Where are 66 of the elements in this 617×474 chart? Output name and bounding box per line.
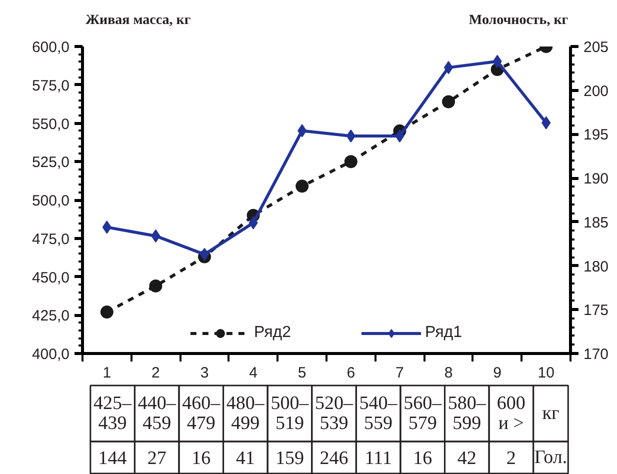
y2-axis-title: Молочность, кг: [468, 13, 568, 28]
point: [100, 306, 114, 319]
text: 16: [192, 448, 211, 469]
point: [344, 155, 358, 168]
x-tick-label: 7: [396, 364, 404, 382]
text: 42: [457, 448, 476, 469]
text: 111: [364, 448, 392, 469]
x-tick-label: 2: [152, 364, 160, 382]
text: 159: [275, 448, 304, 469]
y2-tick-label: 175: [584, 302, 609, 320]
point: [542, 116, 551, 130]
point: [346, 129, 356, 142]
point: [102, 220, 112, 234]
x-tick-label: 1: [102, 364, 112, 382]
text: 27: [147, 448, 166, 469]
text: 480– 499: [226, 393, 265, 434]
y-tick-label: 400,0: [32, 346, 70, 363]
y-tick-label: 425,0: [32, 308, 70, 325]
x-tick-label: 10: [538, 364, 554, 382]
text: 500– 519: [270, 393, 310, 434]
point: [149, 279, 162, 292]
point: [442, 95, 455, 108]
x-tick-label: 3: [200, 364, 209, 382]
x-tick-label: 8: [444, 364, 453, 382]
point: [151, 229, 160, 242]
text: 560– 579: [404, 393, 442, 434]
y-tick-label: 550,0: [32, 116, 70, 133]
point: [395, 129, 404, 142]
legend-label: Ряд1: [425, 324, 462, 342]
y2-tick-label: 185: [584, 214, 609, 232]
text: 600 и >: [496, 393, 526, 434]
point: [296, 180, 309, 193]
x-tick-label: 9: [493, 364, 502, 382]
text: 540– 559: [359, 393, 398, 434]
y-tick-label: 475,0: [32, 230, 70, 248]
y2-tick-label: 205: [584, 39, 609, 56]
text: 440– 459: [138, 393, 176, 434]
x-tick-label: 5: [298, 364, 306, 382]
x-tick-label: 4: [249, 364, 258, 382]
y2-tick-label: 180: [584, 258, 609, 276]
text: Гол.: [534, 447, 568, 468]
y-tick-label: 500,0: [32, 192, 70, 210]
y-tick-label: 525,0: [32, 154, 70, 172]
text: 520– 539: [315, 393, 354, 434]
text: 41: [236, 448, 255, 469]
y-tick-label: 575,0: [32, 77, 70, 94]
text: 425– 439: [94, 393, 132, 434]
text: 460– 479: [182, 393, 221, 434]
text: кг: [542, 403, 560, 424]
y2-tick-label: 195: [584, 126, 609, 144]
y2-tick-label: 170: [584, 346, 609, 363]
y-axis-title: Живая масса, кг: [86, 13, 191, 28]
point: [492, 54, 502, 68]
y2-tick-label: 190: [584, 170, 609, 188]
point: [248, 216, 258, 230]
text: 16: [413, 448, 432, 469]
text: 144: [98, 448, 128, 469]
y-tick-label: 450,0: [32, 269, 70, 286]
text: 2: [506, 448, 516, 469]
point: [298, 124, 307, 138]
text: 580– 599: [448, 393, 486, 434]
y2-tick-label: 200: [584, 82, 609, 100]
legend-label: Ряд2: [254, 324, 291, 342]
text: 246: [320, 448, 348, 469]
x-tick-label: 6: [346, 364, 356, 382]
y-tick-label: 600,0: [32, 39, 70, 56]
